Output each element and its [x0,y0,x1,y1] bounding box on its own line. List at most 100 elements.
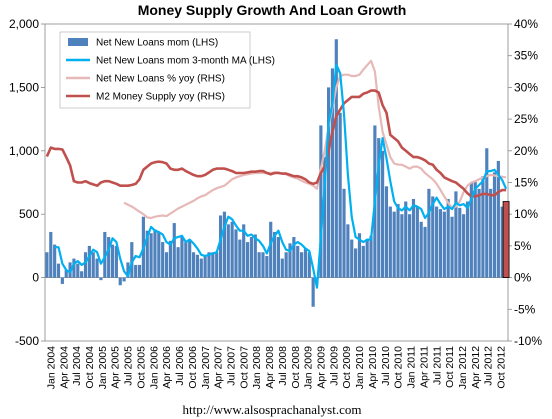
loan-bar [107,237,111,278]
loan-bar [408,214,412,278]
loan-bar [72,258,76,278]
loan-bar [242,224,246,278]
loan-bar [91,252,95,278]
loan-bar [245,242,250,278]
loan-bar [404,201,408,278]
x-axis-tick-label: Apr 2006 [161,346,173,389]
loan-bar [234,229,238,278]
loan-bar [299,252,304,278]
loan-bar [492,172,497,278]
loan-bar [87,245,91,278]
x-axis-tick-label: Jul 2012 [483,346,495,386]
loan-bar [346,224,350,278]
loan-bar [446,198,450,278]
loan-bar [134,264,138,278]
loan-bar [427,188,431,278]
x-axis-tick-label: Jan 2009 [303,346,315,389]
x-axis-tick-label: Apr 2005 [110,346,122,389]
loan-bar [122,277,126,282]
x-axis-tick-label: Jan 2012 [457,346,469,389]
loan-bar [110,244,115,278]
loan-bar [60,277,64,284]
legend-entry: Net New Loans % yoy (RHS) [96,74,225,85]
x-axis-tick-label: Oct 2011 [444,346,456,388]
loan-bar [489,188,493,278]
loan-bar [392,211,396,278]
loan-bar [462,214,466,278]
loan-bar [272,231,277,278]
loan-bar [199,258,203,278]
loan-bar [76,263,80,278]
x-axis-tick-label: Jan 2011 [406,346,418,389]
loan-bar [99,277,103,281]
loan-bar [288,243,292,278]
loan-bar [180,237,184,278]
loan-bar [311,277,315,307]
loan-bar [369,235,373,278]
x-axis-tick-label: Jul 2005 [123,346,135,386]
x-axis-tick-label: Apr 2007 [213,346,225,389]
loan-bar [296,245,300,278]
loan-bar [384,186,389,278]
x-axis-tick-label: Apr 2010 [367,346,379,389]
loan-bar [126,262,130,278]
loan-bar [164,252,169,278]
loan-bar [215,252,219,278]
loan-bar [118,277,122,286]
right-axis-tick-label: 5% [514,239,532,253]
legend-box [59,31,251,109]
right-axis-tick-label: 25% [514,112,538,126]
m2-yoy-line [45,89,507,198]
x-axis-tick-label: Jul 2009 [328,346,340,386]
loan-bar [218,215,223,278]
loan-bar [168,240,172,278]
loan-bar [338,112,342,278]
loan-bar [377,138,381,278]
loan-bar [458,207,462,278]
loan-bar [438,209,443,278]
loan-bar [280,258,284,278]
left-axis-tick-label: 1,000 [9,144,39,158]
loan-bar [481,176,485,278]
loan-bar [56,263,61,278]
loan-bar [400,214,404,278]
right-axis-tick-label: 0% [514,271,532,285]
loan-bar [381,150,385,278]
x-axis-tick-label: Jul 2006 [174,346,186,386]
legend: Net New Loans mom (LHS) Net New Loans mom… [59,31,275,109]
loan-bar [137,264,142,278]
x-axis-tick-label: Jan 2006 [148,346,160,389]
m2-latest-bar [502,201,510,279]
right-axis-tick-label: 35% [514,49,538,63]
left-axis-tick-label: 0 [32,271,39,285]
x-axis-tick-label: Oct 2004 [84,346,96,389]
loan-bar [354,248,358,278]
x-axis-tick-label: Oct 2006 [187,346,199,389]
loan-bar [365,239,369,278]
loan-bar [276,237,281,278]
loan-bar [226,224,230,278]
loan-bar [188,239,192,278]
loan-bar [265,256,269,278]
loan-bar [269,221,273,278]
right-axis-tick-label: 30% [514,80,538,94]
loan-bar [342,188,346,278]
x-axis-tick-label: Jan 2005 [97,346,109,389]
chart-title: Money Supply Growth And Loan Growth [138,2,407,18]
loan-bar [388,206,392,278]
loan-bar [330,68,335,278]
loan-bar [257,252,261,278]
loan-bar [103,231,107,278]
loan-bar [149,233,153,278]
legend-entry: Net New Loans mom 3-month MA (LHS) [96,56,275,67]
loan-bar [238,239,242,278]
x-axis-tick-label: Apr 2012 [470,346,482,389]
loan-bar [292,237,296,278]
loan-bar [284,252,288,278]
legend-swatch [68,38,88,46]
x-axis-tick-label: Oct 2012 [496,346,508,389]
x-axis-tick-label: Jul 2004 [71,346,83,386]
loan-bar [80,271,84,278]
x-axis-tick-label: Jan 2004 [45,346,57,389]
